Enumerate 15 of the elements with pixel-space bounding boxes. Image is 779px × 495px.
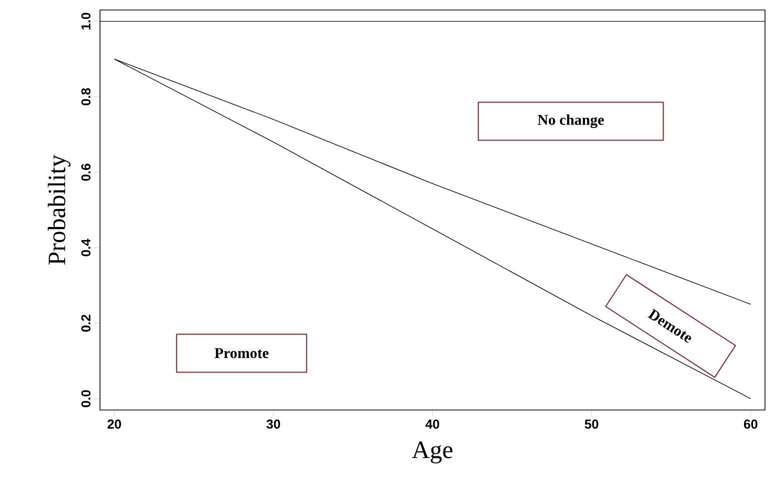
x-tick-label: 30 (266, 420, 280, 429)
y-tick-label: 0.4 (81, 238, 90, 256)
y-tick-label: 0.8 (81, 88, 90, 106)
x-tick-label: 50 (584, 420, 598, 429)
x-tick-label: 60 (744, 420, 758, 429)
annotation: Promote (214, 348, 269, 358)
x-tick-label: 20 (108, 420, 121, 429)
y-tick-label: 1.0 (81, 12, 90, 30)
annotation: No change (538, 114, 604, 128)
y-tick-label: 0.2 (81, 314, 90, 332)
y-tick-label: 0.0 (81, 390, 90, 408)
y-tick-label: 0.6 (81, 164, 90, 181)
x-axis-title: Age (412, 442, 452, 464)
x-tick-label: 40 (426, 420, 440, 429)
y-axis-title: Probability (48, 154, 70, 265)
